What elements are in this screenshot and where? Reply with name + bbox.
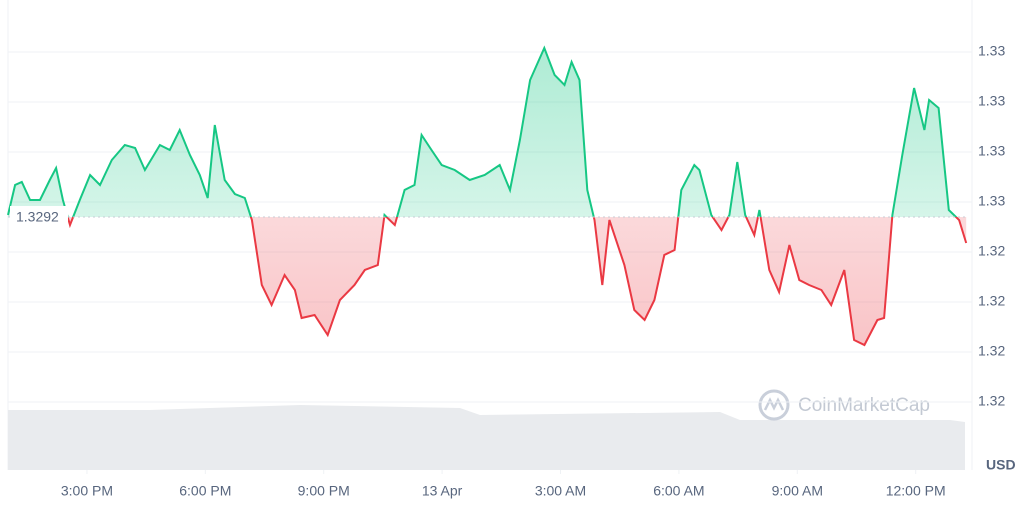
x-tick-label: 13 Apr — [422, 483, 463, 499]
baseline-label: 1.3292 — [16, 209, 59, 225]
area-up — [8, 48, 967, 217]
y-tick-label: 1.33 — [978, 93, 1005, 109]
y-tick-label: 1.33 — [978, 193, 1005, 209]
price-line-down — [66, 217, 968, 347]
y-tick-label: 1.32 — [978, 343, 1005, 359]
y-tick-label: 1.32 — [978, 393, 1005, 409]
price-line-up — [7, 45, 958, 217]
y-tick-label: 1.32 — [978, 243, 1005, 259]
x-tick-label: 3:00 PM — [61, 483, 113, 499]
y-tick-label: 1.33 — [978, 43, 1005, 59]
watermark — [758, 389, 790, 421]
y-tick-label: 1.33 — [978, 143, 1005, 159]
x-tick-label: 12:00 PM — [886, 483, 946, 499]
x-tick-label: 6:00 PM — [179, 483, 231, 499]
x-tick-label: 9:00 PM — [298, 483, 350, 499]
volume-area — [8, 405, 965, 470]
x-tick-label: 3:00 AM — [535, 483, 586, 499]
x-tick-label: 9:00 AM — [772, 483, 823, 499]
watermark-text: CoinMarketCap — [798, 395, 930, 416]
y-tick-label: 1.32 — [978, 293, 1005, 309]
unit-label: USD — [986, 457, 1016, 473]
baseline-label-bg — [10, 206, 68, 228]
x-tick-label: 6:00 AM — [653, 483, 704, 499]
